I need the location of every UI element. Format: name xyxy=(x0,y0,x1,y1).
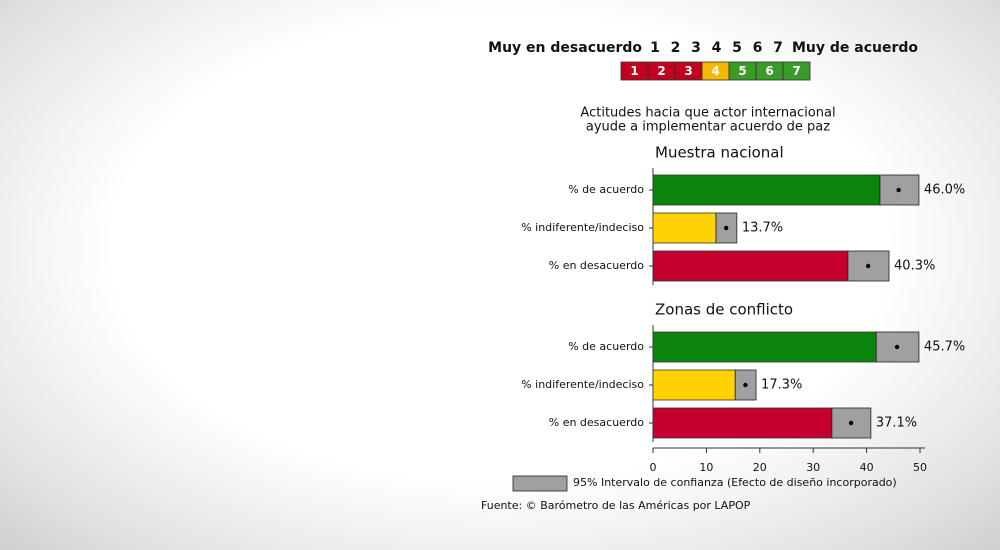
legend-swatch xyxy=(512,475,568,492)
scale-box-label: 3 xyxy=(684,64,692,78)
bar xyxy=(652,174,881,206)
chart-title: ayude a implementar acuerdo de paz xyxy=(586,120,830,135)
value-label: 45.7% xyxy=(924,340,965,355)
source: Fuente: © Barómetro de las Américas por … xyxy=(481,499,751,512)
value-label: 17.3% xyxy=(761,378,802,393)
scale-point: 7 xyxy=(773,40,783,56)
x-tick-label: 0 xyxy=(650,461,657,474)
scale-box-label: 5 xyxy=(738,64,746,78)
scale-point: 1 xyxy=(650,40,660,56)
bar xyxy=(652,407,833,439)
value-label: 40.3% xyxy=(894,259,935,274)
scale-point: 2 xyxy=(671,40,681,56)
estimate-dot xyxy=(723,225,729,231)
category-label: % en desacuerdo xyxy=(549,416,645,429)
scale-box-label: 1 xyxy=(630,64,638,78)
x-tick-label: 30 xyxy=(806,461,820,474)
estimate-dot xyxy=(894,344,900,350)
scale-box-label: 6 xyxy=(765,64,773,78)
estimate-dot xyxy=(848,420,854,426)
bar xyxy=(652,212,717,244)
estimate-dot xyxy=(896,187,901,193)
scale-point: 3 xyxy=(691,40,701,56)
estimate-dot xyxy=(743,382,748,388)
x-tick-label: 40 xyxy=(860,461,874,474)
scale-box xyxy=(782,61,811,81)
x-tick-label: 10 xyxy=(699,461,713,474)
scale-point: 6 xyxy=(753,40,763,56)
scale-box-label: 4 xyxy=(711,64,719,78)
legend-label: 95% Intervalo de confianza (Efecto de di… xyxy=(573,476,897,489)
scale-box-label: 2 xyxy=(657,64,665,78)
category-label: % de acuerdo xyxy=(568,340,644,353)
category-label: % indiferente/indeciso xyxy=(521,221,644,234)
chart-title: Actitudes hacia que actor internacional xyxy=(580,106,835,121)
bar xyxy=(652,250,849,282)
value-label: 46.0% xyxy=(924,183,965,198)
panel-title: Muestra nacional xyxy=(655,144,784,162)
bar xyxy=(652,331,877,363)
scale-box-label: 7 xyxy=(792,64,800,78)
panel-title: Zonas de conflicto xyxy=(655,301,793,319)
category-label: % indiferente/indeciso xyxy=(521,378,644,391)
scale-left-label: Muy en desacuerdo xyxy=(488,40,642,56)
value-label: 13.7% xyxy=(742,221,783,236)
scale-right-label: Muy de acuerdo xyxy=(792,40,918,56)
x-tick-label: 50 xyxy=(913,461,927,474)
estimate-dot xyxy=(866,263,871,269)
category-label: % de acuerdo xyxy=(568,183,644,196)
value-label: 37.1% xyxy=(876,416,917,431)
bar xyxy=(652,369,736,401)
x-tick-label: 20 xyxy=(753,461,767,474)
scale-point: 5 xyxy=(732,40,742,56)
scale-point: 4 xyxy=(712,40,722,56)
category-label: % en desacuerdo xyxy=(549,259,645,272)
